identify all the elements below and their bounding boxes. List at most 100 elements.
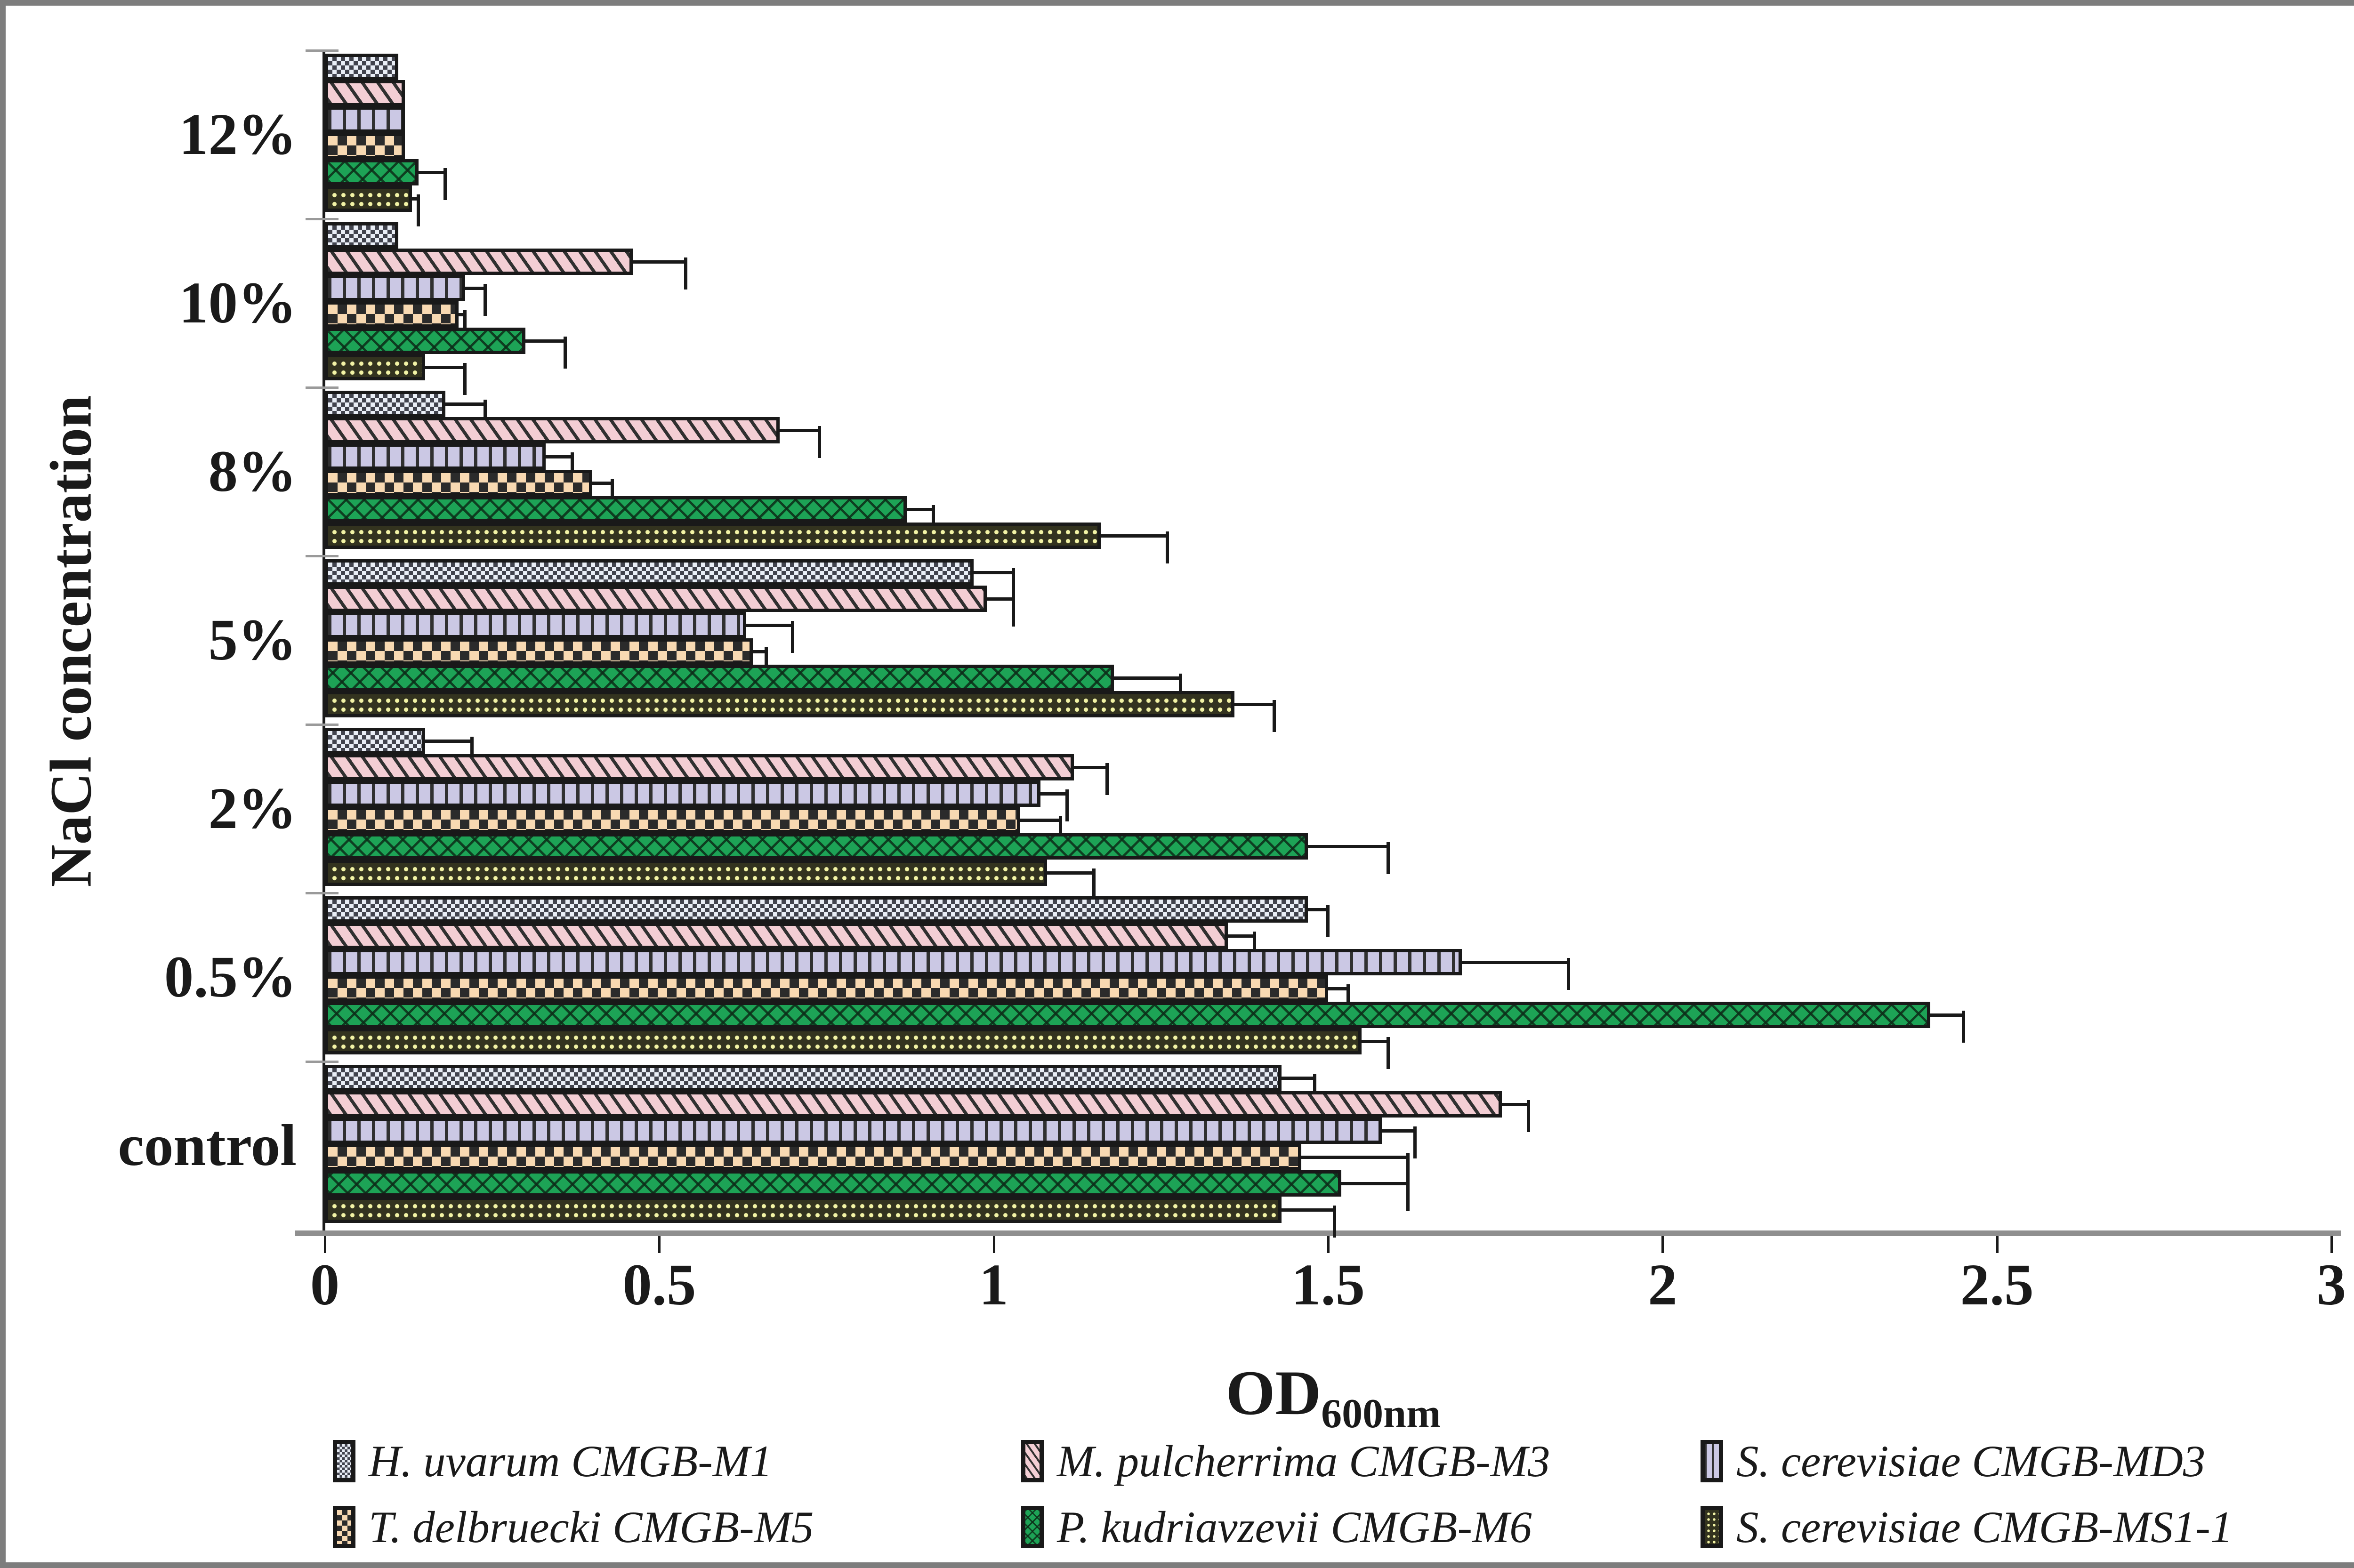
error-bar: [524, 337, 567, 369]
bar-P. kudriavzevii CMGB-M6-10%: [325, 328, 526, 354]
x-axis-line: [295, 1230, 2341, 1236]
bar-row: [325, 496, 2332, 537]
legend-item-P. kudriavzevii CMGB-M6: P. kudriavzevii CMGB-M6: [1021, 1504, 1701, 1550]
bar-S. cerevisiae CMGB-MD3-2%: [325, 780, 1041, 807]
bar-row: [325, 54, 2332, 80]
bar-row: [325, 975, 2332, 1016]
error-bar: [1306, 905, 1330, 937]
legend-swatch-icon: [1701, 1506, 1723, 1548]
error-bar-cap: [1333, 1206, 1337, 1238]
bar-row: [325, 559, 2332, 600]
error-bar-cap: [470, 737, 474, 769]
bar-P. kudriavzevii CMGB-M6-0.5%: [325, 1002, 1930, 1028]
bar-row: [325, 222, 2332, 249]
y-axis-group-tick: [306, 892, 339, 894]
bar-row: [325, 896, 2332, 937]
x-tick-label-1.5: 1.5: [1291, 1253, 1365, 1318]
error-bar: [1340, 1179, 1410, 1211]
legend-label: H. uvarum CMGB-M1: [369, 1436, 773, 1486]
bar-T. delbruecki CMGB-M5-8%: [325, 470, 593, 496]
bar-H. uvarum CMGB-M1-12%: [325, 54, 399, 80]
error-bar-cap: [1386, 1037, 1390, 1069]
error-bar: [972, 568, 1016, 600]
error-bar-cap: [931, 505, 935, 537]
category-label-8%: 8%: [208, 439, 297, 504]
bar-row: [325, 780, 2332, 821]
error-bar-cap: [483, 400, 487, 432]
bar-row: [325, 159, 2332, 200]
bar-row: [325, 728, 2332, 769]
bar-group-control: [325, 1061, 2332, 1238]
legend-item-S. cerevisiae CMGB-MD3: S. cerevisiae CMGB-MD3: [1701, 1439, 2343, 1484]
bar-row: [325, 923, 2332, 964]
error-bar-cap: [1092, 868, 1096, 901]
error-bar: [1099, 531, 1169, 563]
error-bar-cap: [416, 194, 420, 226]
bar-group-0.5%: [325, 893, 2332, 1069]
error-bar: [1280, 1074, 1316, 1106]
error-bar-cap: [684, 257, 688, 289]
error-bar: [1380, 1126, 1417, 1158]
bar-row: [325, 691, 2332, 732]
bar-row: [325, 754, 2332, 795]
bar-row: [325, 106, 2332, 133]
error-bar: [1019, 816, 1062, 848]
error-bar-cap: [1406, 1153, 1410, 1185]
error-bar-cap: [1527, 1100, 1531, 1132]
x-tick-label-2: 2: [1648, 1253, 1677, 1318]
error-bar-cap: [1065, 789, 1069, 821]
bar-row: [325, 612, 2332, 653]
bar-S. cerevisiae CMGB-MS1-1-2%: [325, 860, 1048, 886]
category-label-control: control: [118, 1113, 297, 1178]
bar-S. cerevisiae CMGB-MD3-10%: [325, 275, 466, 301]
error-bar: [410, 194, 420, 226]
error-bar-cap: [483, 284, 487, 316]
bar-M. pulcherrima CMGB-M3-control: [325, 1091, 1502, 1118]
x-tick-label-3: 3: [2316, 1253, 2346, 1318]
error-bar: [985, 595, 1016, 627]
error-bar-cap: [1166, 531, 1169, 563]
bar-T. delbruecki CMGB-M5-12%: [325, 133, 405, 159]
error-bar-cap: [764, 647, 768, 679]
bar-row: [325, 1065, 2332, 1106]
bar-row: [325, 417, 2332, 458]
error-bar: [1113, 674, 1183, 706]
error-bar: [1072, 763, 1109, 795]
bar-S. cerevisiae CMGB-MS1-1-12%: [325, 185, 412, 212]
bar-T. delbruecki CMGB-M5-10%: [325, 301, 459, 328]
x-tick: [1327, 1236, 1330, 1253]
bar-row: [325, 1197, 2332, 1238]
bar-row: [325, 391, 2332, 432]
bar-row: [325, 1028, 2332, 1069]
bar-P. kudriavzevii CMGB-M6-2%: [325, 833, 1308, 860]
error-bar-cap: [1012, 568, 1016, 600]
bar-group-10%: [325, 219, 2332, 395]
bar-S. cerevisiae CMGB-MS1-1-control: [325, 1197, 1282, 1223]
bar-H. uvarum CMGB-M1-0.5%: [325, 896, 1308, 923]
error-bar: [443, 400, 487, 432]
x-axis-title: OD600nm: [1226, 1361, 1441, 1435]
bar-S. cerevisiae CMGB-MD3-0.5%: [325, 949, 1462, 975]
error-bar: [1233, 700, 1276, 732]
error-bar: [1327, 984, 1350, 1016]
bar-group-12%: [325, 50, 2332, 226]
category-label-12%: 12%: [179, 102, 297, 167]
x-tick-label-2.5: 2.5: [1960, 1253, 2034, 1318]
error-bar: [424, 737, 474, 769]
bar-row: [325, 470, 2332, 511]
category-label-2%: 2%: [208, 776, 297, 841]
bar-group-2%: [325, 724, 2332, 901]
bar-S. cerevisiae CMGB-MS1-1-5%: [325, 691, 1235, 717]
bar-row: [325, 443, 2332, 484]
error-bar: [1300, 1153, 1410, 1185]
bar-S. cerevisiae CMGB-MD3-12%: [325, 106, 405, 133]
legend-swatch-icon: [333, 1506, 355, 1548]
x-axis-title-subscript: 600nm: [1321, 1391, 1441, 1437]
x-tick: [1661, 1236, 1664, 1253]
category-label-0.5%: 0.5%: [164, 944, 297, 1010]
legend-item-H. uvarum CMGB-M1: H. uvarum CMGB-M1: [333, 1439, 1021, 1484]
error-bar-cap: [610, 479, 614, 511]
error-bar-cap: [1406, 1179, 1410, 1211]
y-axis-group-tick: [306, 218, 339, 220]
